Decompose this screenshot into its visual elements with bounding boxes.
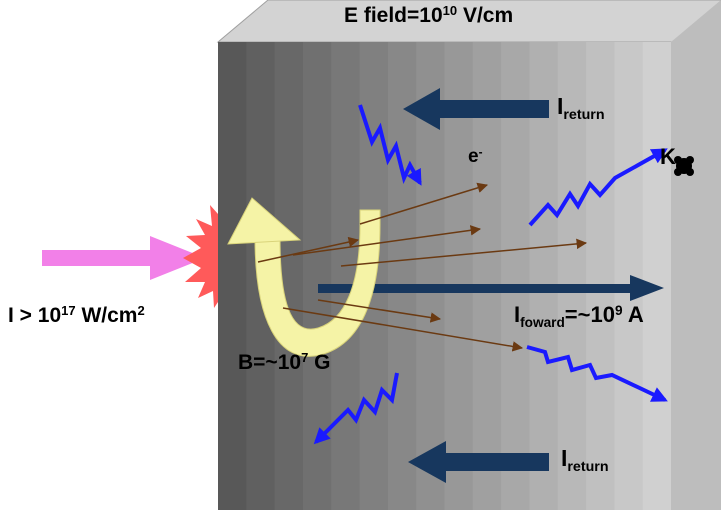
i-return-top-label: Ireturn [557,93,605,123]
slab-band [557,42,587,510]
slab-front-face [218,42,672,510]
slab-band [472,42,502,510]
wave-upper-right [528,148,668,227]
emission-waves [313,104,668,445]
forward-current-arrow [318,275,664,301]
slab-side-face [671,0,721,510]
wave-lower-right [526,345,668,402]
slab-band [387,42,417,510]
k-alpha-label: K [660,144,676,169]
i-return-bottom-label: Ireturn [561,445,609,475]
slab-band [614,42,644,510]
electron-label: e- [468,145,483,167]
i-forward-label: Ifoward=~109 A [514,302,644,330]
k-alpha-dot-icon [674,156,694,176]
b-field-label: B=~107 G [238,349,331,374]
slab-band [501,42,530,510]
slab-band [642,42,672,510]
return-current-arrow-bottom [408,441,549,483]
slab-band [529,42,559,510]
laser-beam-arrow [42,236,205,280]
wave-lower-left [313,372,399,445]
laser-impact-burst [183,205,218,308]
return-current-arrow-top [403,88,549,130]
slab-band [218,42,247,510]
wave-upper-left [358,104,422,186]
slab-band [444,42,474,510]
slab-band [586,42,615,510]
e-field-label: E field=1010 V/cm [344,2,514,27]
intensity-label: I > 1017 W/cm2 [8,302,145,327]
electron-trajectories [257,182,588,352]
